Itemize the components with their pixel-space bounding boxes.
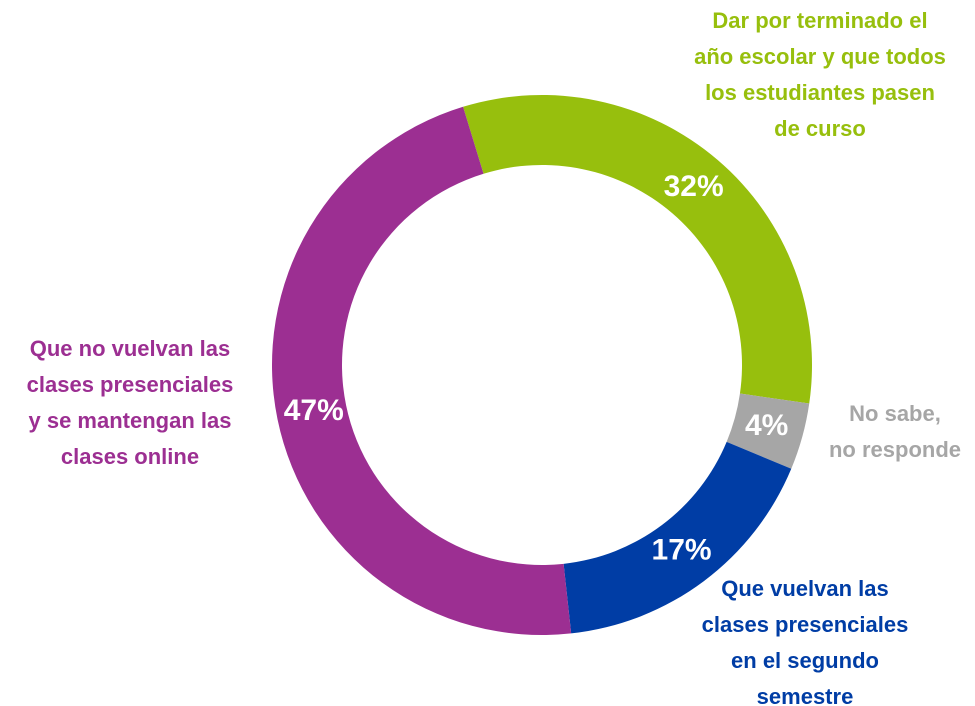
value-label: 32% [664,170,724,203]
donut-segment [563,441,792,634]
value-label: 47% [284,394,344,427]
category-label: Que no vuelvan las clases presenciales y s… [27,336,234,469]
donut-segment [463,95,812,404]
category-label: Dar por terminado el año escolar y que to… [694,8,946,141]
donut-segment [272,106,572,635]
category-label: No sabe, no responde [829,401,961,462]
value-label: 17% [652,533,712,566]
category-label: Que vuelvan las clases presenciales en el … [702,576,909,706]
donut-segment [726,393,810,469]
value-label: 4% [745,409,788,442]
